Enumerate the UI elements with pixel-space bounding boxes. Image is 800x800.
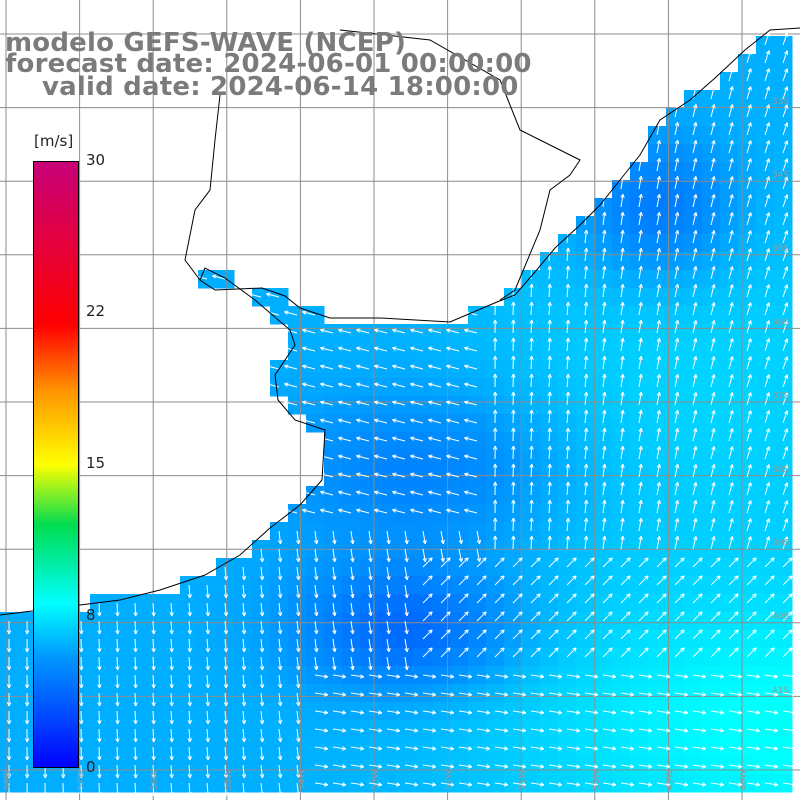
colorbar-tick-label: 30 (86, 151, 106, 169)
lon-tick-label: 54W (297, 770, 307, 790)
wind-vectors (6, 32, 797, 797)
lon-tick-label: 48W (739, 770, 749, 790)
colorbar-tick-label: 0 (86, 758, 96, 776)
colorbar-tick-label: 22 (86, 302, 106, 320)
axis-tick-labels: 33S 34S 35S 36S 37S 38S 39S 40S 41S 58W 57W 56W 55W 5… (3, 97, 789, 790)
wind-speed-field (0, 36, 793, 793)
colorbar-unit-label: [m/s] (34, 132, 74, 150)
lat-tick-label: 34S (772, 171, 789, 181)
colorbar-tick-label: 15 (86, 454, 106, 472)
lon-tick-label: 58W (3, 770, 13, 790)
lat-tick-label: 40S (772, 612, 789, 622)
coastline (0, 27, 800, 616)
valid-date: valid date: 2024-06-14 18:00:00 (42, 72, 519, 102)
lon-tick-label: 50W (592, 770, 602, 790)
lon-tick-label: 57W (77, 770, 87, 790)
lat-tick-label: 37S (772, 391, 789, 401)
lon-tick-label: 55W (224, 770, 234, 790)
colorbar (33, 161, 79, 768)
lat-tick-label: 33S (772, 97, 789, 107)
lon-tick-label: 56W (150, 770, 160, 790)
lon-tick-label: 52W (445, 770, 455, 790)
lat-tick-label: 35S (772, 244, 789, 254)
colorbar-tick-label: 8 (86, 606, 96, 624)
lat-tick-label: 36S (772, 318, 789, 328)
lat-tick-label: 41S (772, 686, 789, 696)
lon-tick-label: 53W (371, 770, 381, 790)
lat-tick-label: 38S (772, 465, 789, 475)
forecast-date: forecast date: 2024-06-01 00:00:00 (5, 49, 532, 79)
lat-tick-label: 39S (772, 539, 789, 549)
model-title: modelo GEFS-WAVE (NCEP) (5, 28, 407, 58)
lon-tick-label: 51W (518, 770, 528, 790)
lon-tick-label: 49W (665, 770, 675, 790)
